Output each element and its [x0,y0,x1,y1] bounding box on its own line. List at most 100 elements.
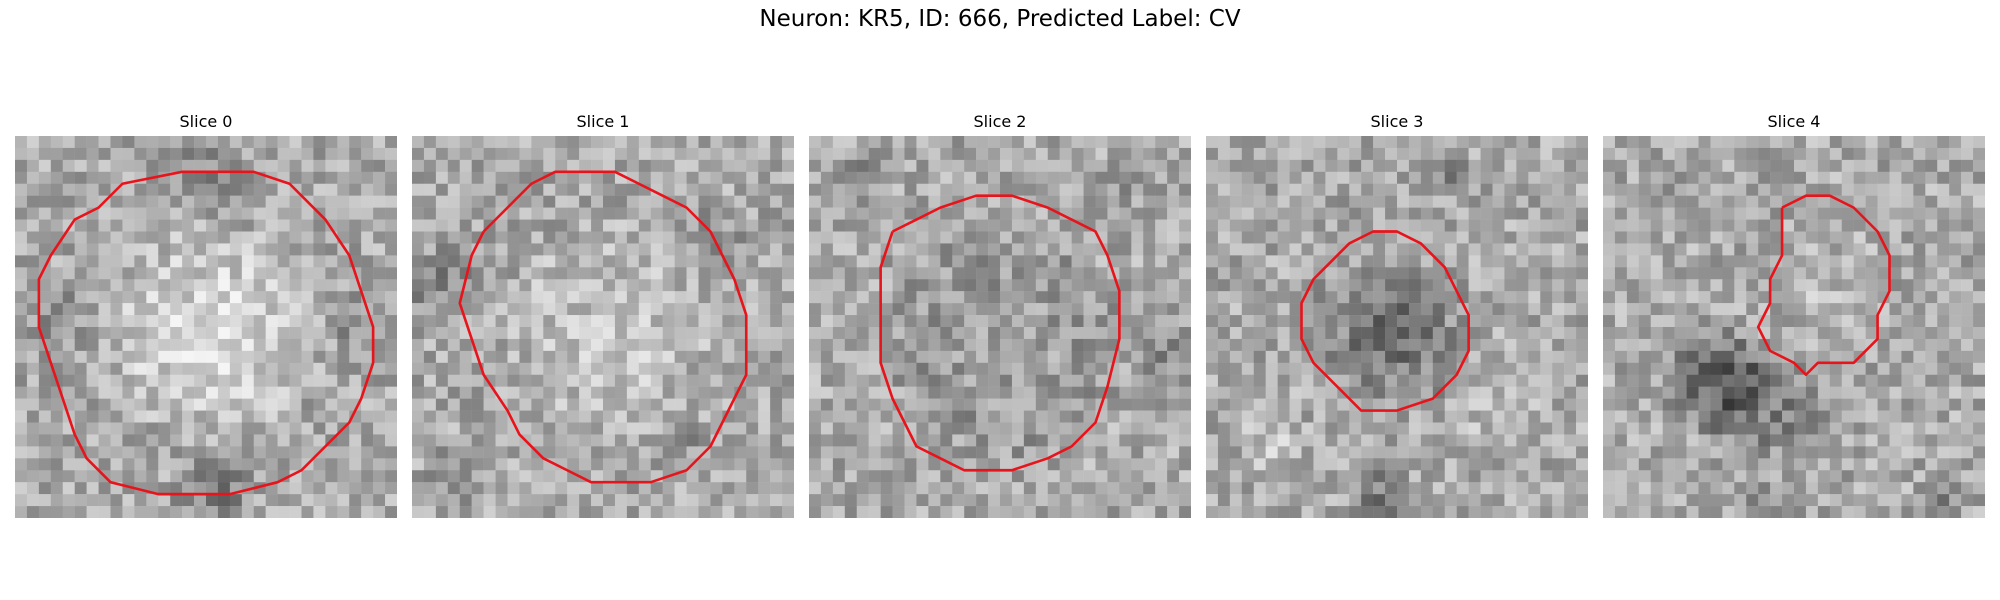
pixel-cell [265,147,278,161]
pixel-cell [820,243,834,256]
pixel-cell [988,494,1001,507]
pixel-cell [373,338,386,352]
pixel-cell [385,494,397,507]
pixel-cell [349,422,362,435]
pixel-cell [62,434,75,447]
pixel-cell [686,327,699,340]
pixel-cell [313,231,326,244]
pixel-cell [361,136,374,149]
pixel-cell [626,362,640,375]
pixel-cell [1674,171,1687,184]
pixel-cell [325,494,338,507]
pixel-cell [412,506,425,518]
pixel-cell [1662,434,1675,447]
pixel-cell [809,159,822,173]
pixel-cell [976,315,989,328]
pixel-cell [1408,147,1422,161]
pixel-cell [1686,291,1699,304]
pixel-cell [483,482,496,495]
pixel-cell [110,506,123,518]
pixel-cell [325,398,338,411]
pixel-cell [734,434,747,447]
pixel-cell [1528,183,1541,196]
pixel-cell [1206,207,1219,220]
pixel-cell [770,494,783,507]
pixel-cell [1071,374,1084,387]
pixel-cell [1095,458,1108,471]
pixel-cell [1516,231,1529,244]
pixel-cell [158,267,171,280]
pixel-cell [1095,219,1108,232]
pixel-cell [1444,446,1457,459]
pixel-cell [1746,434,1759,447]
pixel-cell [531,410,544,423]
pixel-cell [543,338,556,352]
pixel-cell [638,410,651,423]
pixel-cell [904,422,917,435]
pixel-cell [832,327,846,340]
pixel-cell [1456,410,1469,423]
pixel-cell [1925,183,1938,196]
slice-panel-2: Slice 2 [809,108,1191,518]
pixel-cell [1540,267,1553,280]
pixel-cell [253,386,266,399]
pixel-cell [988,327,1001,340]
pixel-cell [1829,446,1842,459]
pixel-cell [638,422,651,435]
pixel-cell [229,183,243,196]
pixel-cell [217,291,231,304]
pixel-cell [1528,255,1541,268]
pixel-cell [301,327,314,340]
pixel-cell [1071,159,1084,173]
pixel-cell [904,291,917,304]
pixel-cell [1734,207,1747,220]
pixel-cell [1206,231,1219,244]
pixel-cell [412,207,425,220]
pixel-cell [1107,315,1120,328]
pixel-cell [868,171,881,184]
pixel-cell [62,267,75,280]
pixel-cell [1528,231,1541,244]
pixel-cell [313,374,326,387]
pixel-cell [313,386,326,399]
pixel-cell [832,183,846,196]
pixel-cell [1528,243,1541,256]
pixel-cell [1698,147,1711,161]
pixel-cell [15,362,28,375]
pixel-cell [146,255,159,268]
pixel-cell [1973,303,1985,316]
pixel-cell [289,255,302,268]
pixel-cell [892,458,905,471]
pixel-cell [603,410,616,423]
pixel-cell [1253,434,1266,447]
pixel-cell [1576,183,1588,196]
pixel-cell [1817,207,1831,220]
pixel-cell [1206,136,1219,149]
pixel-cell [507,243,520,256]
pixel-cell [734,494,747,507]
pixel-cell [662,231,675,244]
pixel-cell [146,303,159,316]
pixel-cell [158,183,171,196]
pixel-cell [1913,338,1926,352]
pixel-cell [1540,147,1553,161]
pixel-cell [1155,410,1168,423]
pixel-cell [1385,506,1398,518]
pixel-cell [722,446,735,459]
pixel-cell [1107,386,1120,399]
pixel-cell [1397,446,1410,459]
pixel-cell [483,470,496,483]
pixel-cell [1913,446,1926,459]
pixel-cell [206,422,219,435]
pixel-cell [325,243,338,256]
pixel-cell [1576,136,1588,149]
pixel-cell [134,374,147,387]
pixel-cell [1794,243,1807,256]
pixel-cell [1107,434,1120,447]
pixel-cell [1674,338,1687,352]
pixel-cell [1614,195,1628,208]
pixel-cell [916,195,929,208]
pixel-cell [435,422,449,435]
pixel-cell [1408,195,1422,208]
pixel-cell [964,374,977,387]
